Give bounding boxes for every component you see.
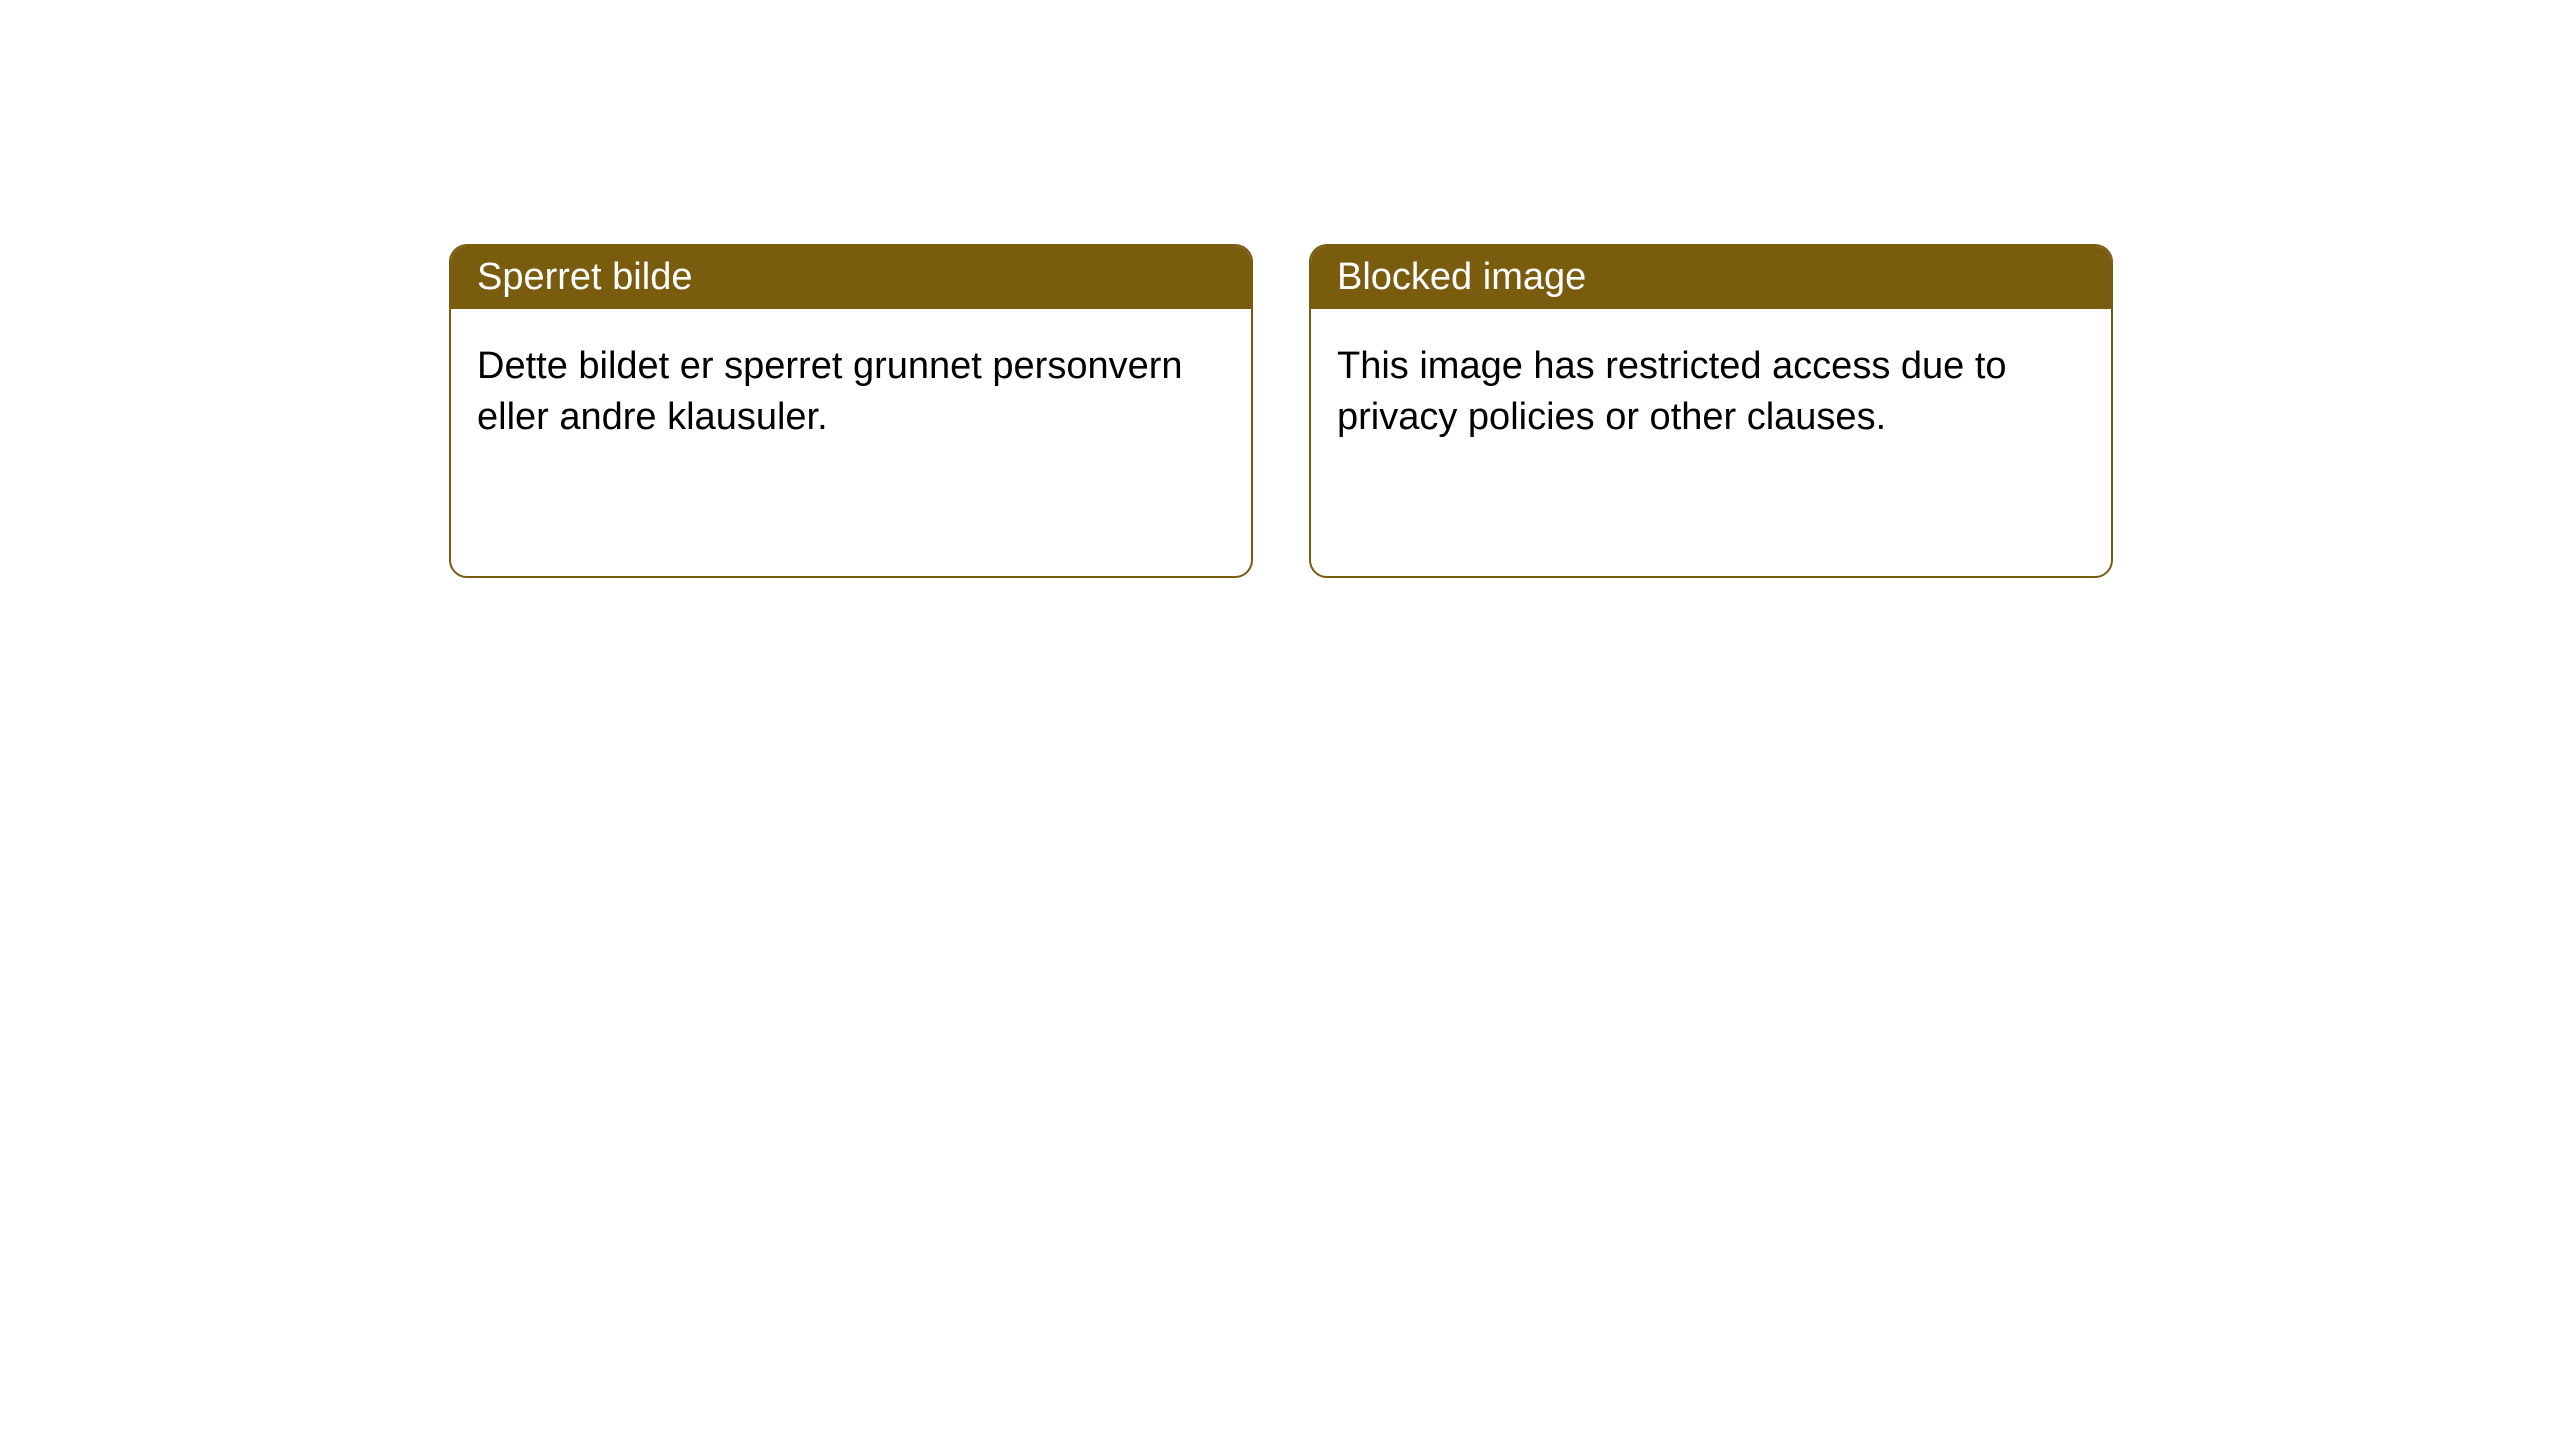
notices-container: Sperret bilde Dette bildet er sperret gr…: [0, 0, 2560, 578]
notice-message-norwegian: Dette bildet er sperret grunnet personve…: [477, 345, 1183, 438]
notice-body-norwegian: Dette bildet er sperret grunnet personve…: [451, 309, 1251, 476]
notice-header-english: Blocked image: [1311, 246, 2111, 309]
notice-card-english: Blocked image This image has restricted …: [1309, 244, 2113, 578]
notice-card-norwegian: Sperret bilde Dette bildet er sperret gr…: [449, 244, 1253, 578]
notice-body-english: This image has restricted access due to …: [1311, 309, 2111, 476]
notice-title-english: Blocked image: [1337, 256, 1586, 298]
notice-title-norwegian: Sperret bilde: [477, 256, 692, 298]
notice-header-norwegian: Sperret bilde: [451, 246, 1251, 309]
notice-message-english: This image has restricted access due to …: [1337, 345, 2007, 438]
